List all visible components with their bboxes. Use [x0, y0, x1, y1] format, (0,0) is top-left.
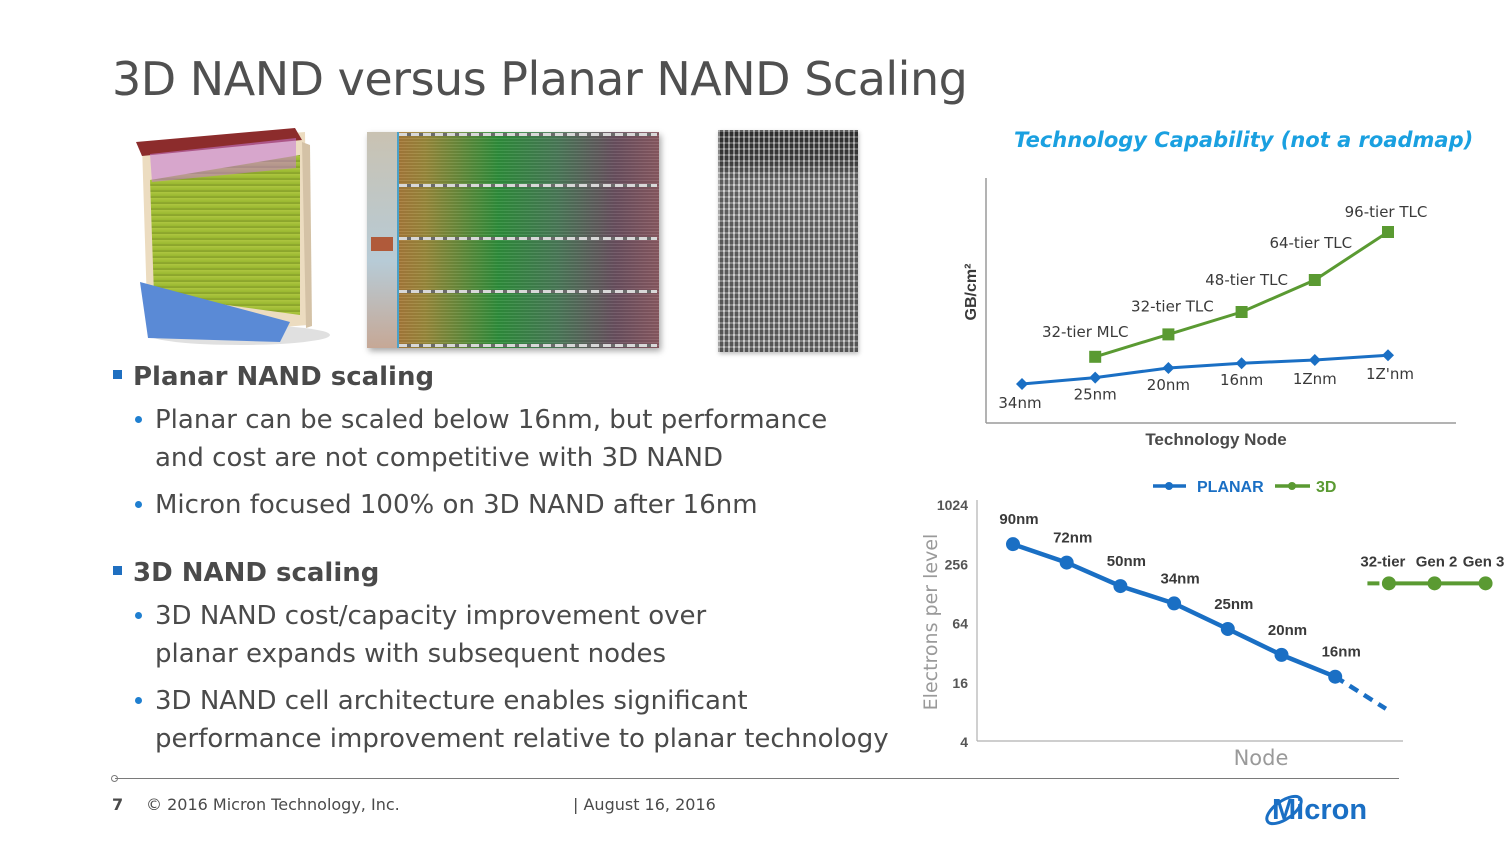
bullet-dot-icon [135, 612, 142, 619]
planar-diamond-marker [1089, 371, 1102, 384]
square-bullet-icon [113, 370, 122, 379]
bullet-item: Planar can be scaled below 16nm, but per… [135, 401, 895, 477]
planar-node-label: 20nm [1268, 622, 1307, 639]
planar-diamond-marker [1235, 357, 1248, 370]
3d-gen-label: Gen 3 [1463, 553, 1505, 570]
slide-title: 3D NAND versus Planar NAND Scaling [112, 52, 968, 106]
3d-square-marker [1162, 328, 1175, 341]
planar-node-label: 34nm [998, 394, 1041, 412]
legend-planar-label: PLANAR [1197, 479, 1264, 496]
3d-nand-array-illustration [120, 128, 330, 348]
planar-node-label: 90nm [999, 511, 1038, 528]
planar-nand-die-photo [367, 132, 659, 348]
bullet-item: 3D NAND cell architecture enables signif… [135, 682, 895, 758]
legend-planar-marker [1165, 482, 1173, 490]
3d-tier-label: 96-tier TLC [1345, 203, 1428, 221]
micron-logo-icon: Micron [1265, 794, 1367, 826]
planar-marker [1059, 555, 1074, 570]
micron-logo: Micron [1262, 788, 1412, 830]
planar-diamond-marker [1382, 349, 1394, 362]
planar-node-label: 20nm [1147, 376, 1190, 394]
3d-tier-label: 32-tier TLC [1131, 297, 1214, 315]
footer-divider [115, 778, 1399, 779]
bullet-dot-icon [135, 697, 142, 704]
y-tick-label: 64 [952, 616, 968, 632]
presentation-date: | August 16, 2016 [573, 795, 716, 814]
x-axis-label: Node [1234, 746, 1289, 770]
bullet-item: Micron focused 100% on 3D NAND after 16n… [135, 486, 895, 524]
planar-marker [1006, 537, 1020, 552]
planar-node-label: 1Z'nm [1366, 365, 1414, 383]
y-tick-label: 256 [945, 556, 969, 572]
3d-square-marker [1235, 306, 1248, 318]
planar-node-label: 72nm [1053, 530, 1092, 547]
copyright: © 2016 Micron Technology, Inc. [146, 795, 400, 814]
planar-node-label: 25nm [1214, 596, 1253, 613]
3d-gen-label: 32-tier [1360, 553, 1405, 570]
3d-nand-cross-section-sem [718, 130, 858, 352]
3d-tier-label: 32-tier MLC [1042, 323, 1128, 341]
legend-3d-label: 3D [1316, 479, 1336, 496]
y-tick-label: 4 [960, 734, 968, 750]
chart1-title: Technology Capability (not a roadmap) [1014, 128, 1474, 152]
planar-node-label: 16nm [1322, 644, 1361, 661]
capability-chart: Technology Node GB/cm² 34nm 25nm 20nm 16nm 1Zn… [963, 178, 1456, 449]
y-tick-label: 1024 [937, 497, 968, 513]
bullet-dot-icon [135, 501, 142, 508]
y-axis-label: GB/cm² [963, 264, 980, 321]
3d-square-marker [1382, 226, 1394, 238]
page-number: 7 [112, 795, 124, 814]
x-axis-label: Technology Node [1145, 430, 1286, 449]
planar-extrapolation-dashed [1333, 674, 1388, 711]
planar-marker [1113, 579, 1128, 594]
y-tick-label: 16 [952, 675, 968, 691]
square-bullet-icon [113, 566, 122, 575]
logo-wordmark: Micron [1272, 794, 1367, 826]
section-heading-planar: Planar NAND scaling [113, 362, 434, 392]
bullet-dot-icon [135, 416, 142, 423]
planar-node-label: 50nm [1107, 553, 1146, 570]
3d-marker [1478, 576, 1493, 591]
planar-series-line [1021, 353, 1389, 386]
planar-marker [1274, 647, 1289, 662]
planar-marker [1328, 669, 1343, 684]
3d-marker [1427, 576, 1442, 591]
legend-3d-marker [1288, 482, 1296, 490]
planar-diamond-marker [1162, 362, 1175, 374]
planar-node-label: 25nm [1074, 386, 1117, 404]
section-heading-3d: 3D NAND scaling [113, 558, 379, 588]
planar-marker [1220, 621, 1235, 636]
bullet-item: 3D NAND cost/capacity improvement over p… [135, 597, 895, 673]
3d-square-marker [1308, 274, 1321, 286]
3d-gen-label: Gen 2 [1416, 553, 1458, 570]
y-axis-label: Electrons per level [920, 534, 942, 711]
electrons-chart: 4 16 64 256 1024 Node Electrons per level PLANA… [920, 479, 1504, 770]
planar-node-label: 34nm [1161, 570, 1200, 587]
3d-tier-label: 64-tier TLC [1269, 234, 1352, 252]
planar-node-label: 1Znm [1293, 370, 1337, 388]
3d-square-marker [1089, 350, 1102, 363]
planar-marker [1167, 596, 1182, 611]
planar-diamond-marker [1308, 354, 1321, 366]
planar-node-label: 16nm [1220, 371, 1263, 389]
3d-marker [1381, 576, 1396, 591]
3d-tier-label: 48-tier TLC [1205, 271, 1288, 289]
planar-diamond-marker [1016, 378, 1028, 390]
